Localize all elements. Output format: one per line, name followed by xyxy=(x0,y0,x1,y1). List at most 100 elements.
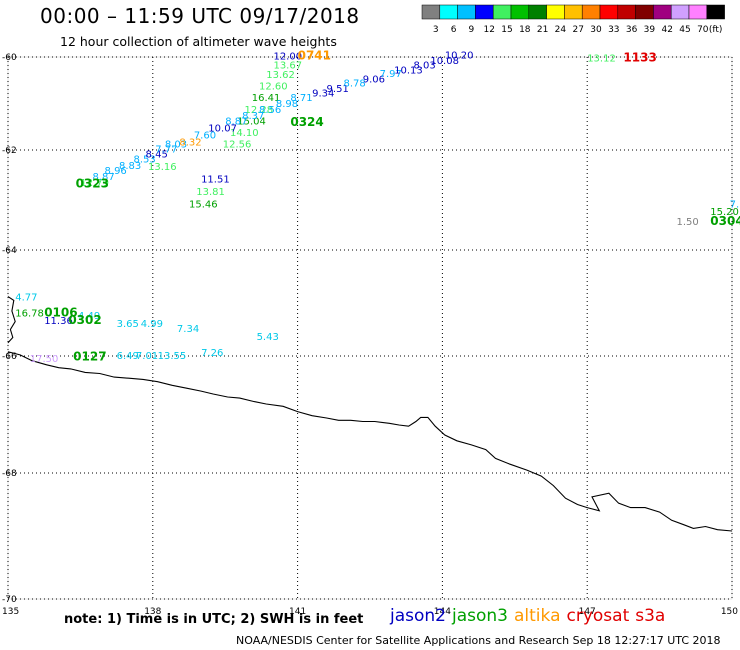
satellite-altika: altika xyxy=(514,606,561,626)
legend-label: 24 xyxy=(555,25,567,35)
antarctic-coastline xyxy=(7,351,733,532)
wave-height-value: 4.99 xyxy=(141,319,163,330)
wave-height-value: 16.41 xyxy=(252,93,281,104)
pass-time-label: 0302 xyxy=(68,313,101,327)
wave-height-value: 8.32 xyxy=(179,137,201,148)
wave-height-value: 8.96 xyxy=(105,166,127,177)
wave-height-value: 6.49 xyxy=(117,351,139,362)
pass-time-label: 0741 xyxy=(298,48,331,62)
wave-height-readings: 12.0013.6713.6212.6016.4112.2815.0414.10… xyxy=(15,48,740,365)
wave-height-value: 7.34 xyxy=(177,324,199,335)
wave-height-value: 10.13 xyxy=(394,65,423,76)
legend-label: 21 xyxy=(537,25,548,35)
wave-height-value: 13.81 xyxy=(196,187,225,198)
legend-label: 45 xyxy=(679,25,690,35)
pass-time-label: 0324 xyxy=(290,115,323,129)
map-title: 00:00 – 11:59 UTC 09/17/2018 xyxy=(40,4,360,28)
legend-swatch xyxy=(439,4,458,20)
wave-height-value: 17.50 xyxy=(30,354,59,365)
wave-height-value: 8.87 xyxy=(225,116,247,127)
wave-height-value: 7.77 xyxy=(155,145,177,156)
wave-height-value: 8.71 xyxy=(290,93,312,104)
wave-height-value: 4.77 xyxy=(15,292,37,303)
legend-label: 18 xyxy=(519,25,531,35)
wave-height-value: 13.16 xyxy=(148,162,177,173)
wave-height-value: 8.53 xyxy=(133,155,155,166)
wave-height-value: 8.87 xyxy=(92,172,114,183)
color-legend: 3 6 9 12 15 18 21 24 27 30 33 36 39 42 45 70 (ft) xyxy=(421,4,725,35)
wave-height-value: 7.26 xyxy=(201,348,223,359)
axis-tick-labels: 135 138 141 144 147 150 -60 -62 -64 -66 -68 -70 xyxy=(2,53,738,617)
wave-height-value: 13.67 xyxy=(273,61,302,72)
wave-height-value: 8.56 xyxy=(259,105,281,116)
satellite-s3a: s3a xyxy=(635,606,666,626)
legend-label: 27 xyxy=(572,25,583,35)
legend-label: 30 xyxy=(590,25,602,35)
legend-swatch xyxy=(706,4,725,20)
wave-height-value: 8.83 xyxy=(119,161,141,172)
wave-height-value: 12.79 xyxy=(80,178,109,189)
satellite-cryosat: cryosat xyxy=(566,606,630,626)
legend-label: 15 xyxy=(501,25,512,35)
lon-tick-label: 150 xyxy=(721,607,738,617)
legend-label: 33 xyxy=(608,25,619,35)
wave-height-value: 15.46 xyxy=(189,200,218,211)
wave-height-value: 10.08 xyxy=(430,56,459,67)
wave-height-value: 8.78 xyxy=(343,78,365,89)
wave-height-value: 8.03 xyxy=(165,140,187,151)
wave-height-value: 5.43 xyxy=(257,332,279,343)
legend-label: 39 xyxy=(644,25,656,35)
wave-height-value: 1.50 xyxy=(676,217,698,228)
legend-unit: (ft) xyxy=(709,25,723,35)
wave-height-value: 8.37 xyxy=(242,111,264,122)
wave-height-value: 4.49 xyxy=(78,311,100,322)
wave-height-value: 13.12 xyxy=(587,54,616,65)
wave-height-value: 14.10 xyxy=(230,128,259,139)
legend-label: 6 xyxy=(451,25,457,35)
wave-height-value: 8.98 xyxy=(276,99,298,110)
wave-height-value: 7.97 xyxy=(380,69,402,80)
lat-tick-label: -62 xyxy=(2,146,17,156)
pass-time-label: 0304 xyxy=(710,214,740,228)
satellite-legend: jason2 jason3 altika cryosat s3a xyxy=(390,606,671,626)
wave-height-value: 9.34 xyxy=(312,89,334,100)
legend-swatch xyxy=(457,4,476,20)
wave-height-value: 12.60 xyxy=(259,82,288,93)
wave-height-value: 15.20 xyxy=(710,207,739,218)
wave-height-value: 7.01 xyxy=(136,351,158,362)
satellite-jason2: jason2 xyxy=(390,606,446,626)
wave-height-value: 12.56 xyxy=(223,140,252,151)
legend-swatch xyxy=(475,4,494,20)
wave-height-value: 12.00 xyxy=(273,51,302,62)
wave-height-value: 16.78 xyxy=(15,308,44,319)
lat-lon-grid xyxy=(7,56,733,600)
western-coastline xyxy=(7,296,16,344)
legend-swatch xyxy=(528,4,547,20)
wave-height-value: 12.28 xyxy=(245,105,274,116)
wave-height-value: 15.04 xyxy=(237,116,266,127)
lat-tick-label: -60 xyxy=(2,53,17,63)
legend-label: 9 xyxy=(469,25,475,35)
legend-swatch xyxy=(688,4,708,20)
wave-height-value: 3.65 xyxy=(117,319,139,330)
legend-label: 70 xyxy=(697,25,709,35)
pass-time-label: 0106 xyxy=(44,305,77,319)
lat-tick-label: -64 xyxy=(2,246,17,256)
legend-label: 42 xyxy=(661,25,672,35)
legend-swatch xyxy=(492,4,512,20)
lon-tick-label: 144 xyxy=(434,607,451,617)
satellite-jason3: jason3 xyxy=(452,606,508,626)
wave-height-value: 9.06 xyxy=(363,75,385,86)
credits-line: NOAA/NESDIS Center for Satellite Applica… xyxy=(236,634,721,647)
wave-height-value: 7.60 xyxy=(194,130,216,141)
footnote: note: 1) Time is in UTC; 2) SWH is in fe… xyxy=(64,612,364,627)
wave-height-value: 10.20 xyxy=(445,50,474,61)
lon-tick-label: 141 xyxy=(289,607,306,617)
wave-height-value: 13.62 xyxy=(266,70,295,81)
wave-height-value: 8.03 xyxy=(413,61,435,72)
lon-tick-label: 147 xyxy=(579,607,596,617)
lon-tick-label: 138 xyxy=(144,607,161,617)
map-frame xyxy=(7,56,733,600)
lon-tick-label: 135 xyxy=(2,607,19,617)
